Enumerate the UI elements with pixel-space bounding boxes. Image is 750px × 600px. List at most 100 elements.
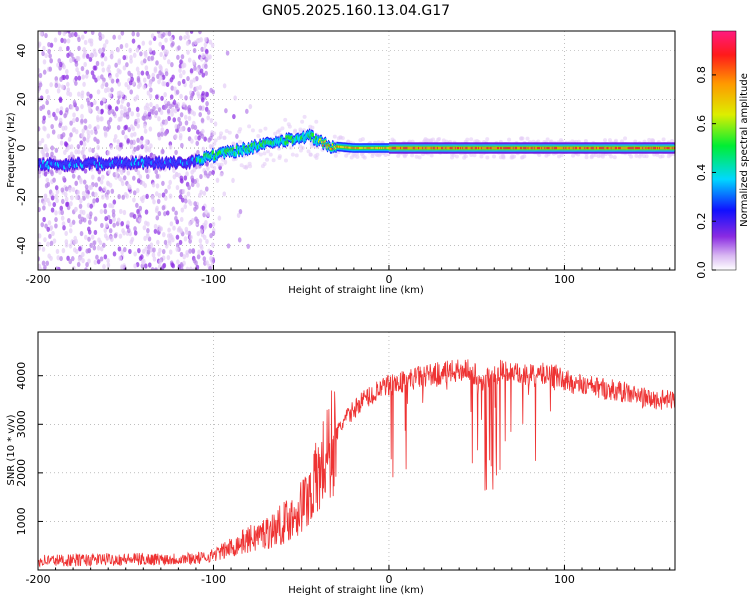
noise-cell [44, 196, 48, 202]
noise-cell [204, 209, 208, 215]
noise-cell [144, 246, 149, 252]
noise-cell [201, 146, 206, 152]
noise-cell [52, 201, 57, 208]
noise-cell [238, 139, 243, 144]
y-tick-label: 20 [15, 92, 28, 106]
noise-cell [51, 129, 56, 135]
noise-cell [106, 262, 111, 268]
spectrogram-frame [37, 30, 676, 271]
noise-cell [93, 216, 98, 222]
noise-cell [507, 137, 512, 142]
noise-cell [80, 103, 84, 110]
noise-cell [38, 256, 41, 262]
noise-cell [179, 216, 184, 223]
noise-cell [38, 245, 41, 251]
noise-cell [119, 43, 124, 50]
noise-cell [125, 193, 129, 199]
noise-cell [69, 151, 74, 157]
noise-cell [144, 65, 149, 71]
noise-cell [180, 263, 184, 269]
noise-cell [179, 93, 183, 99]
noise-cell [100, 74, 104, 80]
noise-cell [152, 199, 156, 205]
noise-cell [188, 220, 192, 227]
noise-cell [637, 154, 642, 159]
noise-cell [39, 105, 43, 111]
noise-cell [99, 256, 104, 262]
noise-cell [584, 155, 589, 160]
noise-cell [124, 82, 129, 88]
noise-cell [120, 180, 125, 187]
noise-cell [65, 69, 69, 75]
noise-cell [138, 174, 143, 180]
noise-cell [121, 194, 126, 200]
noise-cell [136, 144, 141, 151]
noise-cell [135, 47, 140, 53]
noise-cell [161, 232, 166, 238]
colorbar-gradient [711, 30, 737, 271]
y-tick-label: 0 [15, 145, 28, 152]
noise-cell [159, 109, 164, 116]
noise-cell [170, 42, 174, 48]
noise-cell [83, 234, 88, 240]
noise-cell [193, 39, 198, 46]
noise-cell [242, 164, 247, 169]
noise-cell [112, 111, 116, 117]
noise-cell [69, 57, 73, 64]
noise-cell [152, 256, 157, 262]
noise-cell [90, 70, 95, 76]
noise-cell [41, 246, 46, 252]
noise-cell [77, 36, 81, 43]
noise-cell [89, 52, 94, 58]
noise-cell [200, 117, 205, 123]
noise-cell [462, 155, 467, 160]
noise-cell [192, 167, 197, 173]
noise-cell [300, 119, 305, 124]
noise-cell [38, 173, 42, 179]
noise-cell [200, 46, 204, 52]
noise-cell [112, 222, 116, 228]
noise-cell [164, 188, 168, 194]
noise-cell [102, 264, 106, 270]
noise-cell [47, 48, 51, 55]
noise-cell [168, 144, 173, 150]
noise-cell [44, 32, 48, 39]
noise-cell [84, 184, 89, 190]
noise-cell [171, 206, 176, 212]
noise-cell [80, 34, 85, 40]
noise-cell [46, 226, 50, 232]
noise-cell [115, 72, 119, 78]
noise-cell [171, 263, 176, 269]
noise-cell [143, 52, 148, 58]
noise-cell [183, 175, 188, 181]
noise-cell [147, 245, 152, 251]
noise-cell [94, 191, 98, 198]
noise-cell [59, 140, 64, 146]
noise-cell [59, 110, 63, 116]
noise-cell [83, 168, 88, 174]
noise-cell [80, 65, 85, 72]
noise-cell [176, 259, 180, 265]
noise-cell [87, 258, 91, 264]
noise-cell [46, 181, 51, 188]
noise-cell [120, 249, 124, 255]
noise-cell [96, 89, 101, 95]
noise-cell [192, 47, 197, 54]
noise-cell [212, 131, 217, 136]
noise-cell [571, 153, 576, 158]
noise-cell [92, 240, 97, 246]
noise-cell [208, 54, 212, 60]
noise-cell [155, 94, 159, 100]
noise-cell [222, 136, 227, 141]
noise-cell [44, 52, 48, 59]
y-tick-label: 4000 [15, 362, 28, 390]
noise-cell [51, 230, 55, 237]
noise-cell [38, 82, 43, 88]
noise-cell [166, 254, 171, 261]
noise-cell [161, 44, 165, 51]
noise-cell [302, 114, 307, 119]
noise-cell [55, 189, 60, 195]
noise-cell [78, 246, 82, 252]
noise-cell [85, 188, 89, 194]
noise-cell [99, 208, 104, 215]
